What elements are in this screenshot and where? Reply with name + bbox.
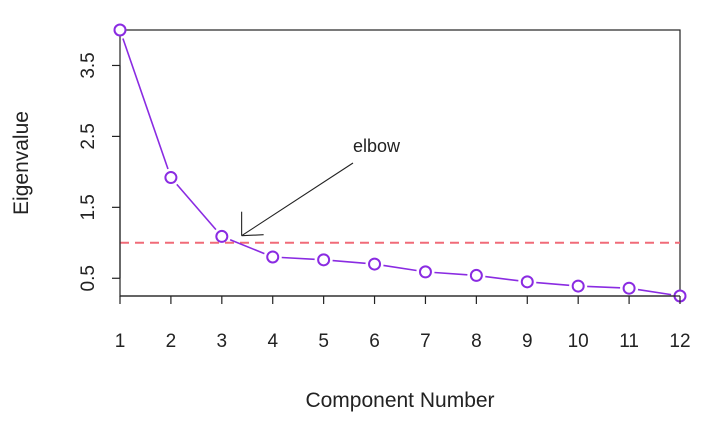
series-segment <box>229 239 265 255</box>
x-tick-label: 11 <box>619 331 639 352</box>
x-tick-label: 8 <box>471 331 482 352</box>
y-tick-label: 0.5 <box>78 265 99 291</box>
data-point <box>266 250 280 264</box>
data-point <box>622 281 636 295</box>
series-segment <box>383 264 417 272</box>
y-tick-label: 2.5 <box>78 123 99 149</box>
x-tick-label: 3 <box>217 331 228 352</box>
x-axis-title: Component Number <box>305 389 494 412</box>
y-tick-label: 3.5 <box>78 52 99 78</box>
series-segment <box>434 271 468 276</box>
series-segment <box>176 183 217 231</box>
data-point <box>520 275 534 289</box>
x-tick-label: 4 <box>267 331 278 352</box>
series-segment <box>485 275 519 282</box>
series-segment <box>587 285 621 289</box>
data-point <box>418 265 432 279</box>
y-axis-title: Eigenvalue <box>10 111 33 215</box>
y-tick-label: 1.5 <box>78 194 99 220</box>
x-tick-label: 2 <box>166 331 177 352</box>
x-tick-label: 10 <box>568 331 589 352</box>
x-tick-label: 1 <box>115 331 126 352</box>
data-point <box>164 171 178 185</box>
series-segment <box>637 288 672 296</box>
x-tick-label: 6 <box>369 331 380 352</box>
data-point <box>317 253 331 267</box>
series-segment <box>332 259 366 265</box>
annotation-arrowhead <box>241 234 264 237</box>
data-point <box>215 229 229 243</box>
data-point <box>571 279 585 293</box>
annotation-label: elbow <box>353 136 401 156</box>
series-segment <box>536 281 570 287</box>
x-tick-label: 12 <box>669 331 690 352</box>
x-tick-label: 7 <box>420 331 431 352</box>
series-segment <box>122 38 169 170</box>
x-tick-label: 9 <box>522 331 533 352</box>
series-segment <box>281 256 315 261</box>
data-point <box>368 257 382 271</box>
x-tick-label: 5 <box>318 331 329 352</box>
annotation-arrow-shaft <box>241 162 354 237</box>
data-point <box>113 23 127 37</box>
plot-box <box>119 29 681 297</box>
data-point <box>469 268 483 282</box>
